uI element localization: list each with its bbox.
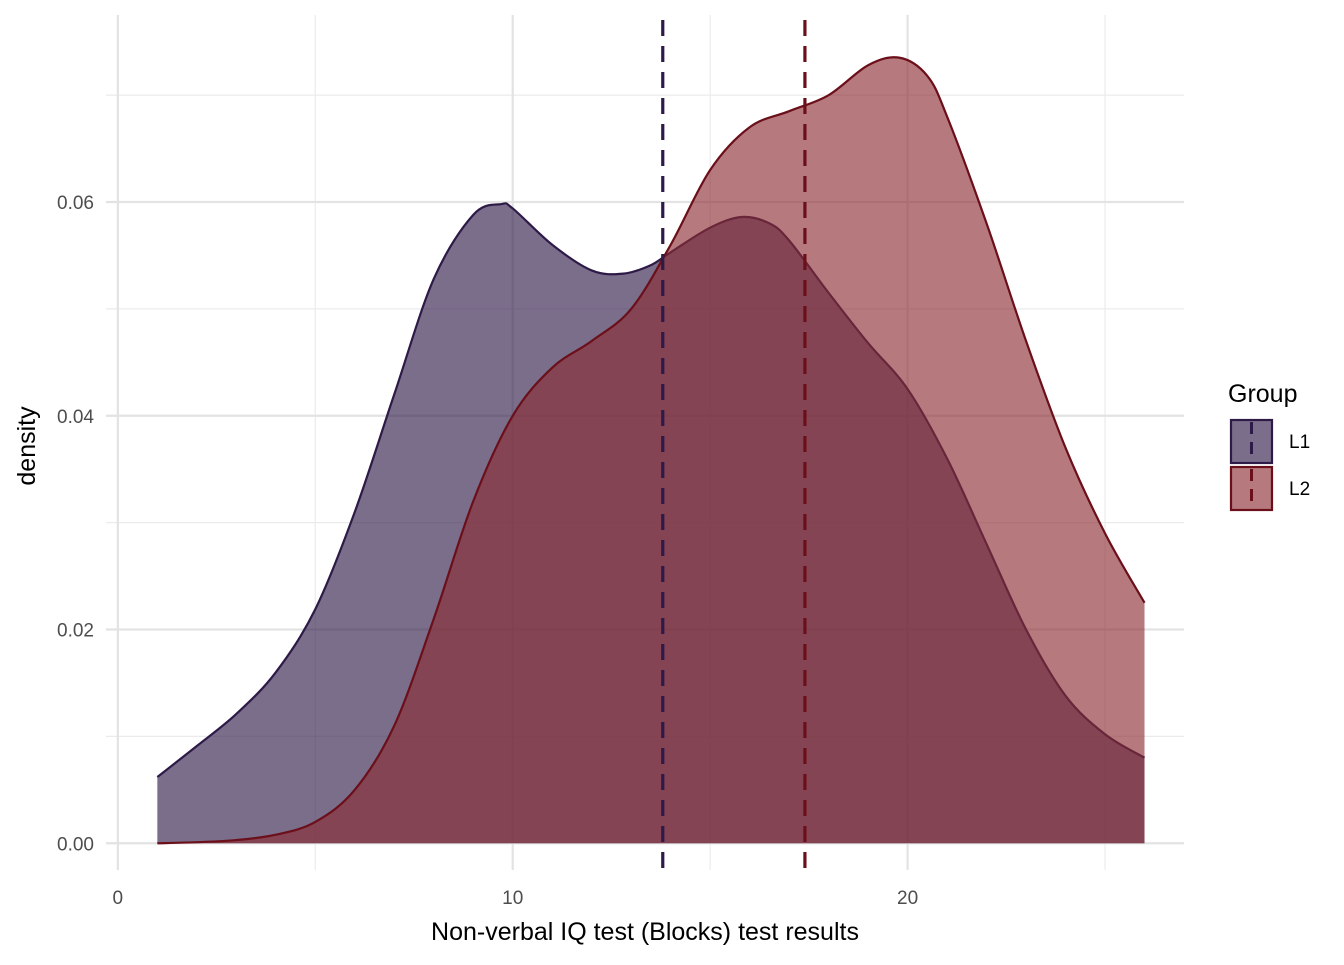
mean-lines xyxy=(661,20,807,870)
legend-title: Group xyxy=(1228,380,1297,408)
legend-keys: L1 L2 xyxy=(1229,418,1310,512)
x-axis-ticks: 0 10 20 xyxy=(113,888,919,909)
x-axis-title: Non-verbal IQ test (Blocks) test results xyxy=(431,918,859,946)
y-tick-label: 0.06 xyxy=(57,193,94,214)
legend-label-l1: L1 xyxy=(1289,432,1310,453)
density-area-l2 xyxy=(157,57,1145,844)
legend: Group L1 L2 xyxy=(1228,380,1310,512)
legend-key-l2 xyxy=(1229,465,1274,512)
density-areas xyxy=(156,56,1146,845)
x-tick-label: 10 xyxy=(502,888,523,909)
density-curve-l2 xyxy=(157,56,1146,845)
y-axis-title: density xyxy=(13,406,41,486)
x-tick-label: 0 xyxy=(113,888,124,909)
y-tick-label: 0.02 xyxy=(57,621,94,642)
y-tick-label: 0.04 xyxy=(57,407,94,428)
y-tick-label: 0.00 xyxy=(57,834,94,855)
y-axis-ticks: 0.00 0.02 0.04 0.06 xyxy=(57,193,94,855)
x-tick-label: 20 xyxy=(897,888,918,909)
legend-label-l2: L2 xyxy=(1289,479,1310,500)
